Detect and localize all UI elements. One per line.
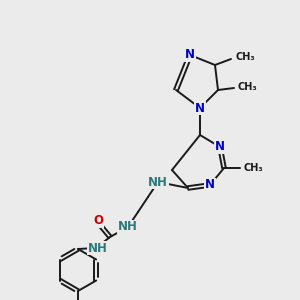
- Text: N: N: [205, 178, 215, 191]
- Text: NH: NH: [148, 176, 168, 188]
- Text: CH₃: CH₃: [238, 82, 258, 92]
- Text: N: N: [185, 49, 195, 62]
- Text: NH: NH: [118, 220, 138, 233]
- Text: N: N: [195, 101, 205, 115]
- Text: NH: NH: [88, 242, 108, 254]
- Text: CH₃: CH₃: [244, 163, 264, 173]
- Text: N: N: [215, 140, 225, 154]
- Text: O: O: [93, 214, 103, 227]
- Text: CH₃: CH₃: [235, 52, 255, 62]
